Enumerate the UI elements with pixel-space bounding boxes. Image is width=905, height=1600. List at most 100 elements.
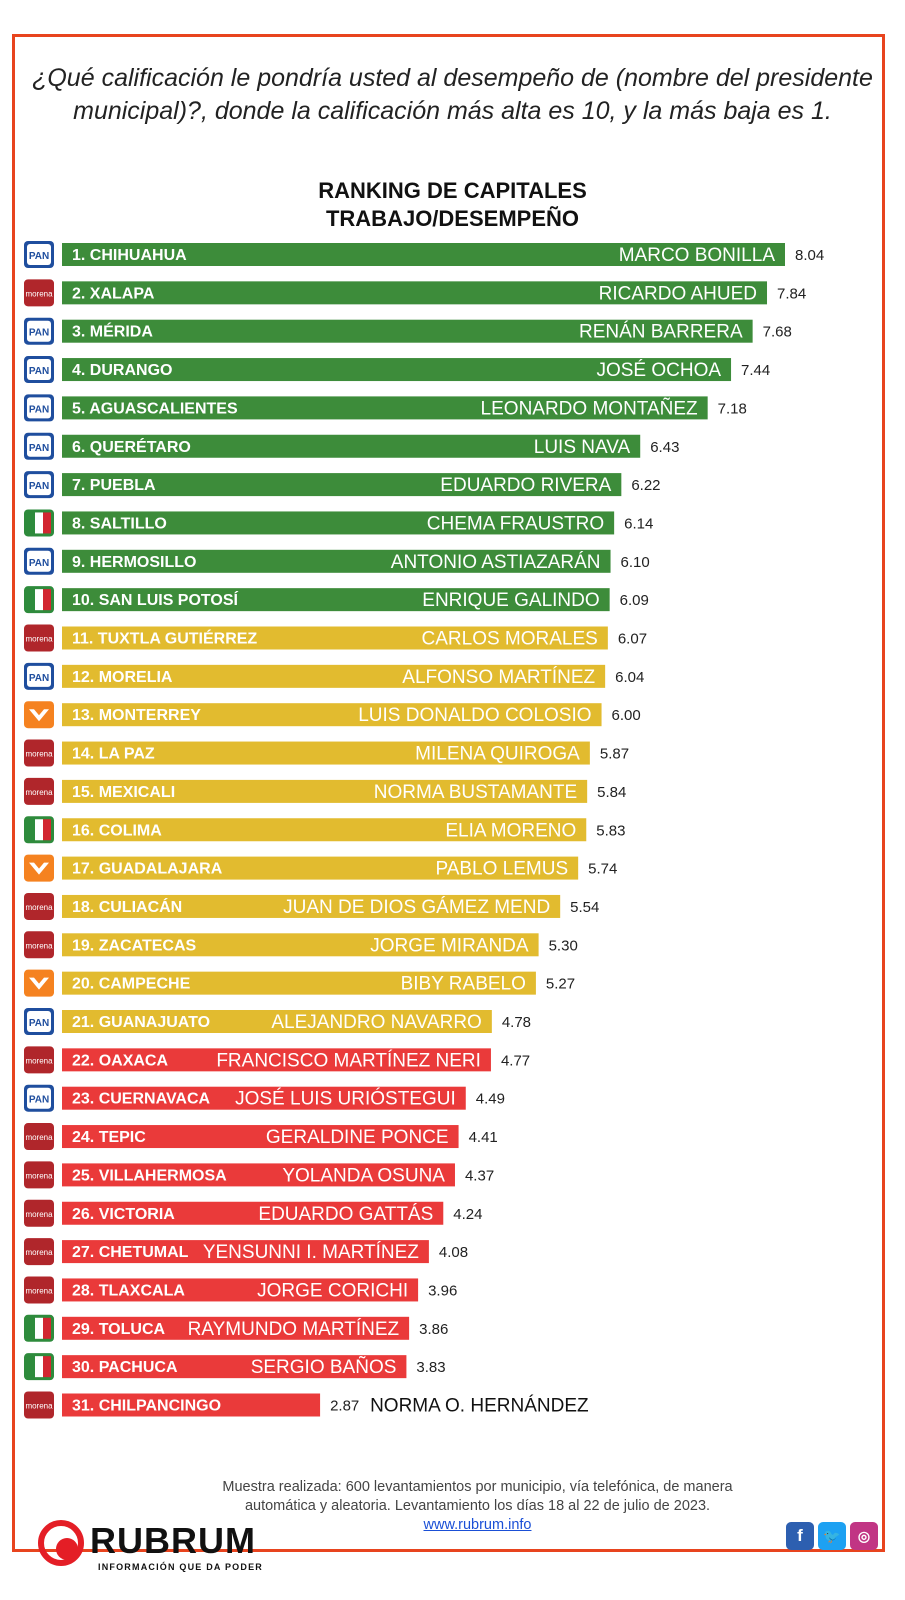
mayor-name: ENRIQUE GALINDO [422, 590, 599, 611]
party-badge-label: morena [25, 289, 53, 298]
chart-title-line1: RANKING DE CAPITALES [318, 178, 587, 203]
pri-stripe-red [43, 1356, 51, 1378]
party-badge-mc-icon [24, 701, 54, 729]
city-label: 13. MONTERREY [72, 707, 201, 724]
city-label: 30. PACHUCA [72, 1359, 178, 1376]
mc-eagle-icon [29, 977, 49, 990]
footnote-link[interactable]: www.rubrum.info [423, 1517, 532, 1533]
pan-badge-inner [27, 1011, 51, 1032]
party-badge-morena-icon [24, 1276, 54, 1304]
party-badge-label: morena [25, 1133, 53, 1142]
city-label: 24. TEPIC [72, 1129, 146, 1146]
ranking-bar [62, 894, 561, 918]
party-badge-label: PAN [29, 443, 49, 454]
mayor-name: ELIA MORENO [445, 820, 576, 841]
party-badge-morena-icon [24, 1046, 54, 1074]
value-label: 3.83 [416, 1359, 445, 1376]
city-label: 19. ZACATECAS [72, 937, 196, 954]
value-label: 4.41 [469, 1129, 498, 1146]
pan-badge-inner [27, 435, 51, 457]
city-label: 3. MÉRIDA [72, 322, 153, 341]
city-label: 31. CHILPANCINGO [72, 1398, 221, 1415]
party-badge-label: morena [25, 1056, 53, 1065]
value-label: 5.87 [600, 746, 629, 763]
mayor-name: LEONARDO MONTAÑEZ [481, 397, 699, 419]
value-label: 5.54 [570, 899, 599, 916]
pri-stripe-white [35, 819, 43, 841]
ranking-bar [62, 358, 732, 382]
instagram-icon[interactable]: ◎ [850, 1522, 878, 1550]
mayor-name: CHEMA FRAUSTRO [427, 513, 604, 534]
logo-wordmark: RUBRUM [90, 1520, 256, 1561]
mayor-name: RICARDO AHUED [599, 283, 757, 304]
footnote-line1: Muestra realizada: 600 levantamientos po… [222, 1479, 733, 1495]
ranking-bar [62, 1355, 407, 1379]
mayor-name: YENSUNNI I. MARTÍNEZ [203, 1242, 419, 1263]
pri-stripe-white [35, 1317, 43, 1339]
facebook-icon[interactable]: f [786, 1522, 814, 1550]
value-label: 4.08 [439, 1244, 468, 1261]
mayor-name: MILENA QUIROGA [415, 744, 580, 765]
mayor-name: SERGIO BAÑOS [251, 1356, 397, 1378]
value-label: 7.84 [777, 285, 806, 302]
city-label: 14. LA PAZ [72, 746, 155, 763]
party-badge-label: morena [25, 903, 53, 912]
city-label: 15. MEXICALI [72, 784, 175, 801]
mayor-name: JOSÉ LUIS URIÓSTEGUI [235, 1088, 456, 1110]
city-label: 29. TOLUCA [72, 1321, 166, 1338]
city-label: 22. OAXACA [72, 1052, 168, 1069]
city-label: 9. HERMOSILLO [72, 554, 196, 571]
city-label: 11. TUXTLA GUTIÉRREZ [72, 629, 257, 648]
city-label: 12. MORELIA [72, 669, 173, 686]
city-label: 2. XALAPA [72, 285, 155, 302]
value-label: 4.24 [453, 1206, 482, 1223]
city-label: 20. CAMPECHE [72, 976, 191, 993]
party-badge-morena-icon [24, 1391, 54, 1419]
city-label: 7. PUEBLA [72, 477, 156, 494]
pri-stripe-green [27, 512, 35, 534]
party-badge-label: PAN [29, 558, 49, 569]
ranking-bar [62, 1163, 455, 1187]
party-badge-mc-icon [24, 854, 54, 882]
ranking-bar [62, 434, 641, 458]
party-badge-label: PAN [29, 328, 49, 339]
ranking-bar [62, 626, 608, 650]
party-badge-label: morena [25, 1171, 53, 1180]
value-label: 6.14 [624, 515, 653, 532]
city-label: 6. QUERÉTARO [72, 437, 191, 456]
pan-badge-inner [27, 550, 51, 572]
party-badge-mc-icon [24, 969, 54, 997]
ranking-bar [62, 511, 615, 535]
pan-badge-inner [27, 359, 51, 381]
party-badge-label: morena [25, 1248, 53, 1257]
ranking-bar [62, 473, 622, 497]
twitter-icon[interactable]: 🐦 [818, 1522, 846, 1550]
city-label: 1. CHIHUAHUA [72, 247, 187, 264]
pan-badge-inner [27, 665, 51, 687]
pri-stripe-green [27, 1356, 35, 1378]
party-badge-label: morena [25, 635, 53, 644]
city-label: 21. GUANAJUATO [72, 1014, 210, 1031]
ranking-bar [62, 281, 768, 305]
value-label: 7.68 [763, 324, 792, 341]
ranking-bar [62, 971, 536, 995]
ranking-bar [62, 1010, 492, 1033]
mayor-name: GERALDINE PONCE [266, 1127, 449, 1148]
mayor-name: NORMA BUSTAMANTE [374, 782, 577, 803]
party-badge-label: morena [25, 788, 53, 797]
mayor-name: MARCO BONILLA [619, 245, 776, 266]
party-badge-morena-icon [24, 1238, 54, 1266]
party-badge-label: morena [25, 1286, 53, 1295]
city-label: 10. SAN LUIS POTOSÍ [72, 590, 239, 609]
pan-badge-inner [27, 320, 51, 342]
footnote: Muestra realizada: 600 levantamientos po… [170, 1478, 785, 1535]
ranking-bar [62, 703, 602, 727]
ranking-bar [62, 1240, 429, 1264]
party-badge-morena-icon [24, 892, 54, 920]
ranking-bar [62, 818, 587, 842]
mayor-name: JUAN DE DIOS GÁMEZ MEND [283, 897, 550, 918]
mayor-name: ALEJANDRO NAVARRO [271, 1012, 481, 1033]
mayor-name: FRANCISCO MARTÍNEZ NERI [216, 1050, 481, 1071]
party-badge-morena-icon [24, 1199, 54, 1227]
mc-eagle-icon [29, 709, 49, 722]
